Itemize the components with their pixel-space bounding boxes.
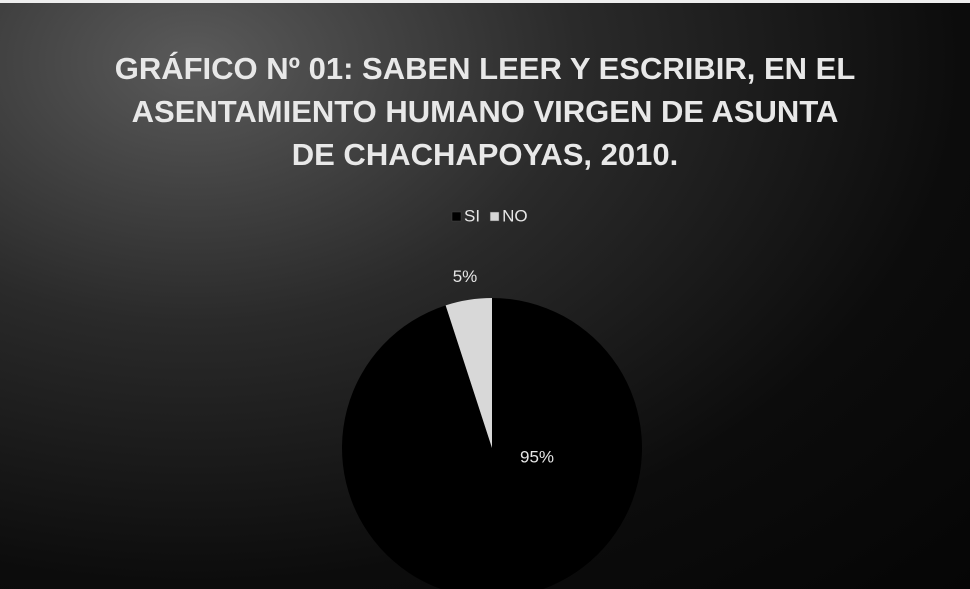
data-label: 5% [453, 267, 478, 286]
pie-slice [445, 298, 492, 448]
legend-label: SI [464, 206, 480, 225]
chart-title: GRÁFICO Nº 01: SABEN LEER Y ESCRIBIR, EN… [114, 51, 856, 172]
legend-swatch [489, 211, 500, 222]
pie-slice [342, 298, 642, 589]
legend-label: NO [502, 206, 528, 225]
plot: SI NO 95% 5% [342, 206, 642, 589]
data-label: 95% [520, 447, 554, 466]
legend-swatch [451, 211, 462, 222]
